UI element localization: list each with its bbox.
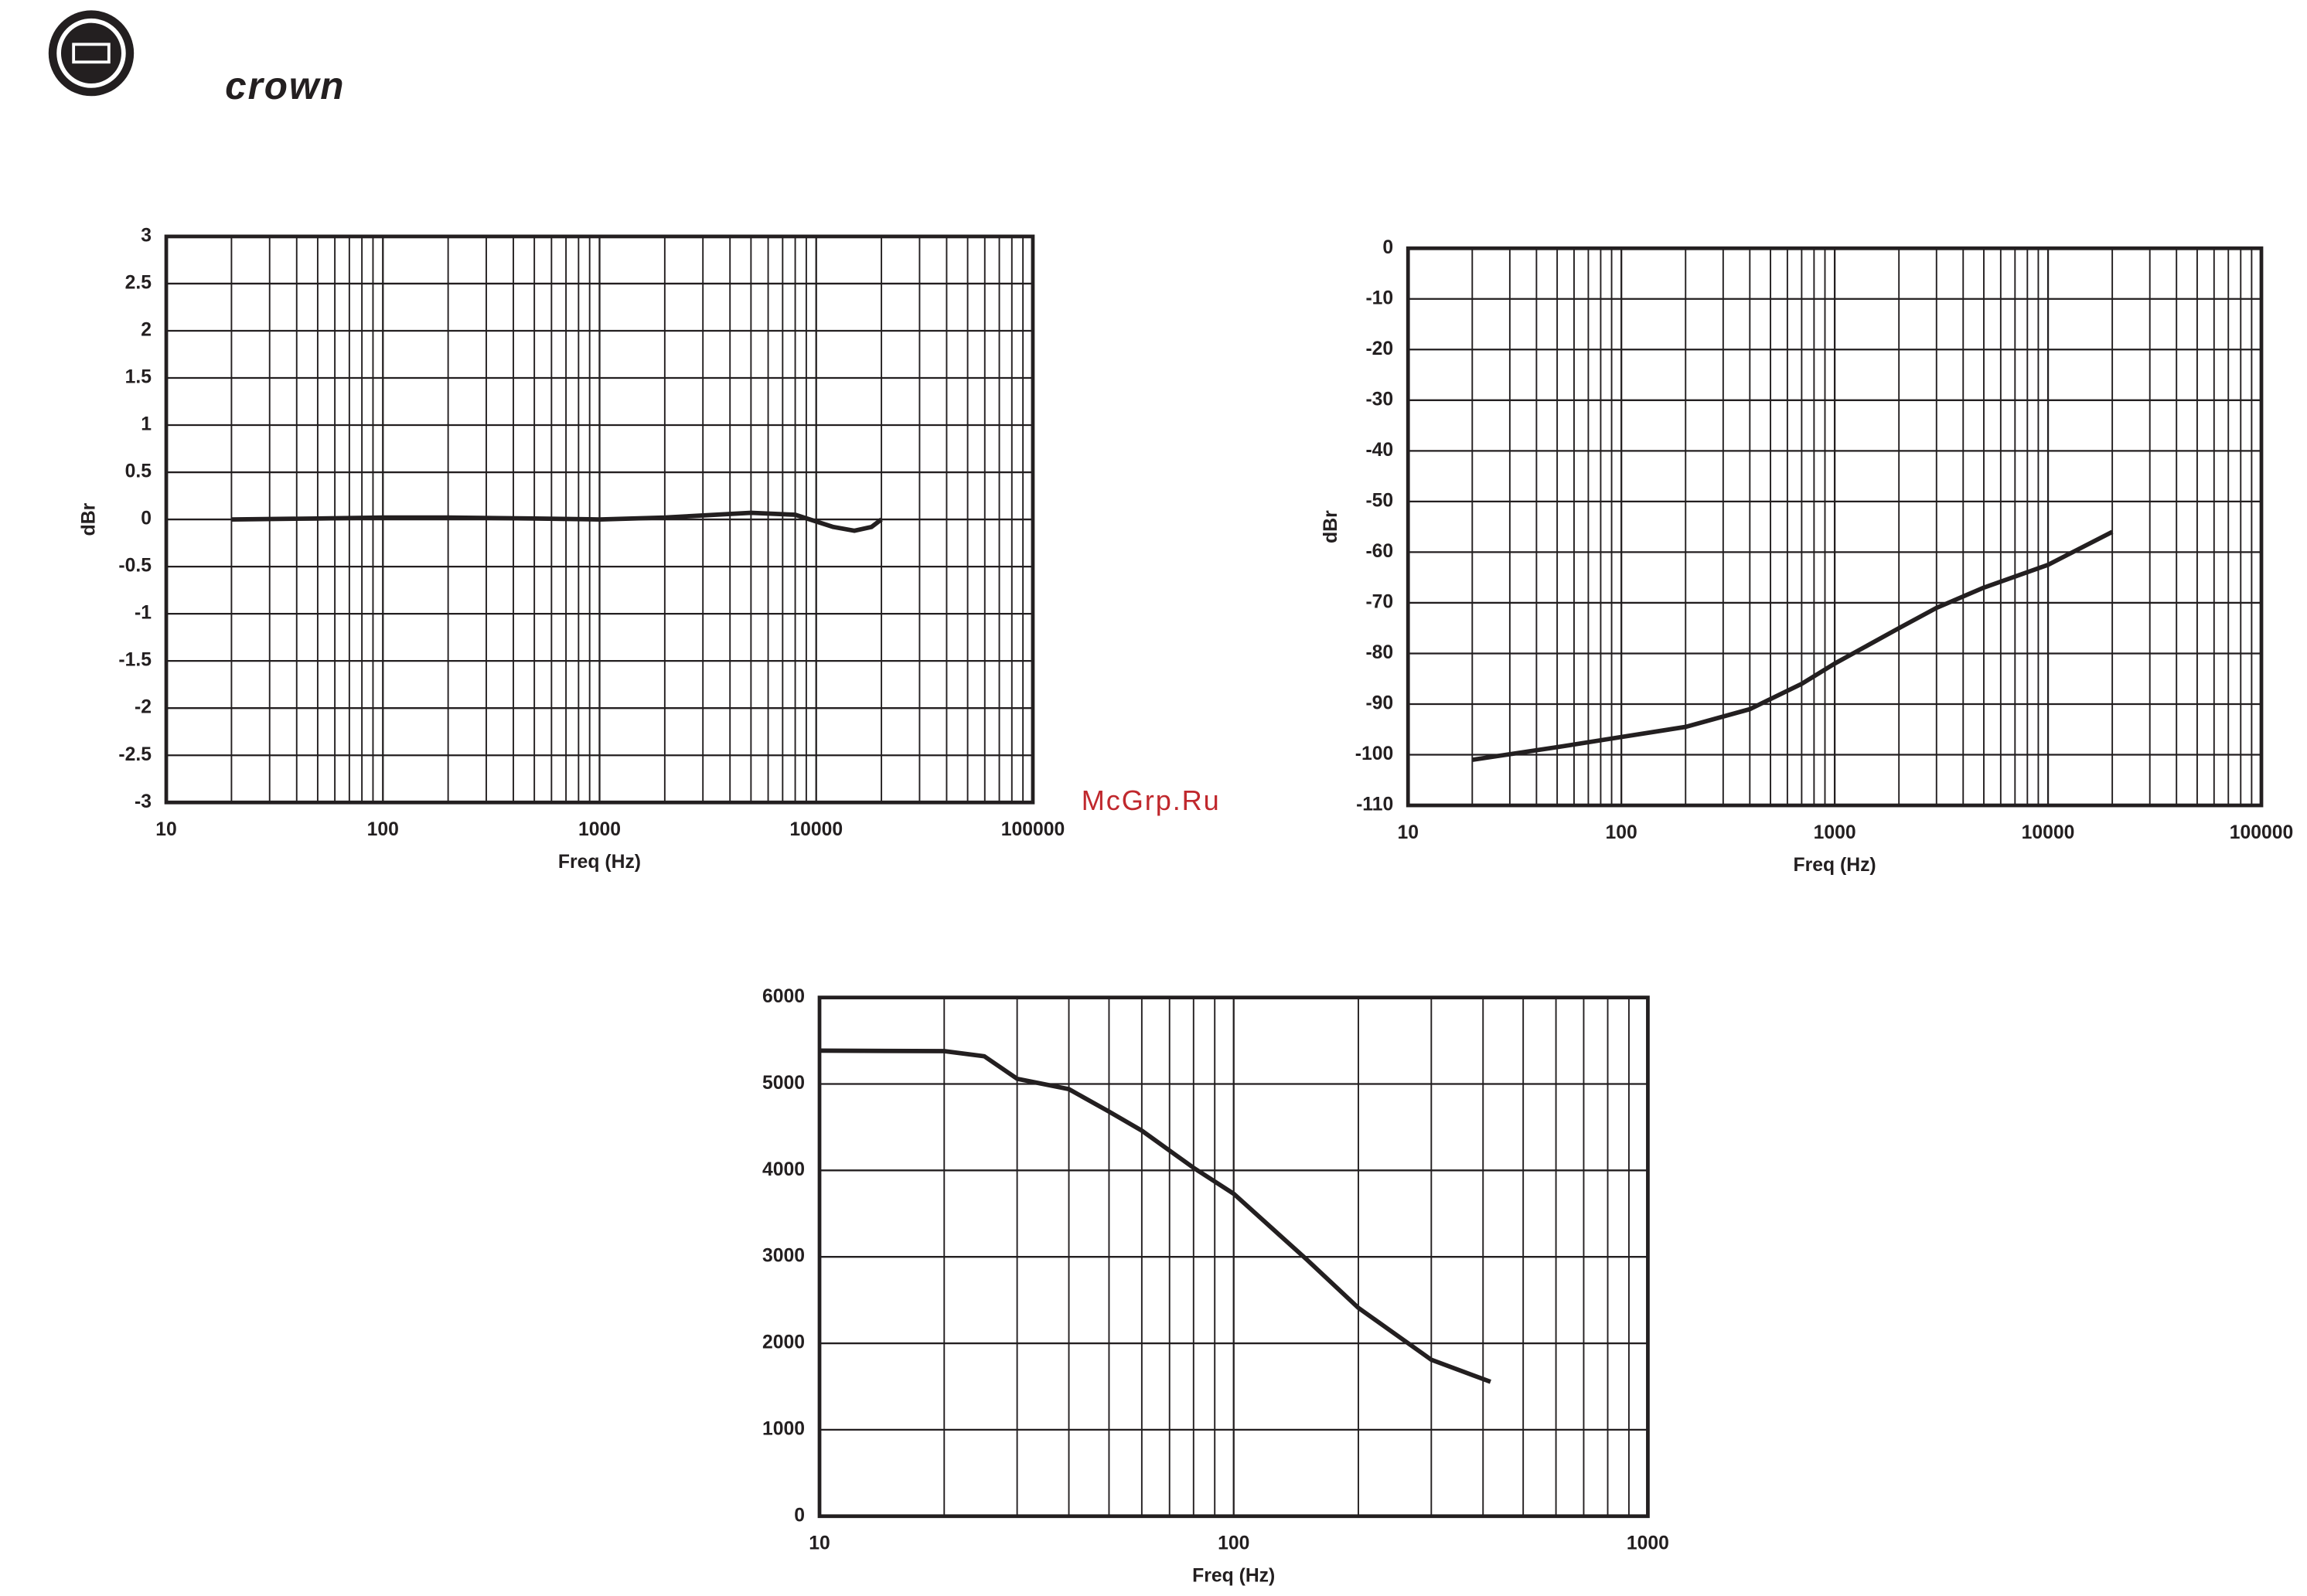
y-tick-label: 2000	[762, 1332, 805, 1353]
y-tick-label: -70	[1365, 591, 1393, 612]
plot-frame	[1406, 246, 2264, 808]
y-tick-label: 3	[141, 225, 152, 246]
y-tick-label: -0.5	[118, 556, 152, 577]
y-tick-label: 3000	[762, 1246, 805, 1267]
y-tick-label: 2.5	[125, 272, 152, 293]
y-tick-label: 0	[141, 509, 152, 529]
y-tick-label: 4000	[762, 1159, 805, 1180]
y-axis-label: dBr	[1320, 510, 1341, 543]
y-tick-label: -50	[1365, 490, 1393, 511]
y-tick-label: 6000	[762, 986, 805, 1007]
y-tick-label: -110	[1356, 795, 1393, 815]
y-tick-label: -30	[1365, 389, 1393, 410]
y-tick-label: -10	[1365, 288, 1393, 308]
x-axis-label: Freq (Hz)	[558, 852, 641, 873]
plot-frame	[817, 995, 1650, 1519]
x-axis-label: Freq (Hz)	[1794, 855, 1876, 876]
y-tick-label: -1	[135, 603, 152, 624]
x-tick-label: 1000	[1627, 1533, 1669, 1554]
y-tick-label: 0	[794, 1505, 805, 1526]
x-tick-label: 10	[809, 1533, 830, 1554]
chart: 0 1000 2000 3000 4000 5000 6000 10 100 1000 Freq (…	[762, 986, 1669, 1587]
y-tick-label: -100	[1355, 744, 1393, 764]
x-tick-label: 1000	[1814, 822, 1856, 843]
y-tick-label: 2	[141, 319, 152, 340]
y-tick-label: 1.5	[125, 367, 152, 388]
y-tick-label: -2	[135, 697, 152, 718]
plot-frame	[164, 234, 1035, 805]
x-tick-label: 10000	[789, 819, 843, 840]
x-tick-label: 10	[155, 819, 177, 840]
y-tick-label: -60	[1365, 541, 1393, 562]
x-tick-label: 1000	[578, 819, 621, 840]
y-tick-label: -90	[1365, 693, 1393, 714]
y-tick-label: 1	[141, 414, 152, 435]
data-line	[231, 510, 883, 533]
y-tick-label: 5000	[762, 1073, 805, 1094]
y-tick-label: 1000	[762, 1418, 805, 1439]
y-tick-label: -1.5	[118, 650, 152, 671]
watermark: McGrp.Ru	[1082, 784, 1221, 816]
y-tick-label: -20	[1365, 339, 1393, 359]
y-tick-label: 0	[1382, 237, 1393, 258]
y-tick-label: -40	[1365, 440, 1393, 461]
y-tick-label: 0.5	[125, 461, 152, 482]
x-tick-label: 10	[1397, 822, 1419, 843]
x-tick-label: 100000	[1001, 819, 1065, 840]
chart: 3 2.5 2 1.5 1 0.5 0 -0.5 -1 -1.5 -2 -2.5 -310 100 1000…	[79, 225, 1065, 873]
x-tick-label: 10000	[2022, 822, 2075, 843]
y-tick-label: -80	[1365, 642, 1393, 663]
x-tick-label: 100	[1218, 1533, 1249, 1554]
x-axis-label: Freq (Hz)	[1192, 1566, 1275, 1587]
data-line	[819, 1048, 1491, 1384]
data-line	[1471, 529, 2114, 762]
x-tick-label: 100000	[2230, 822, 2294, 843]
brand: crown	[225, 64, 345, 107]
y-tick-label: -3	[135, 791, 152, 812]
logo	[48, 10, 135, 97]
x-tick-label: 100	[1606, 822, 1637, 843]
x-tick-label: 100	[367, 819, 399, 840]
y-tick-label: -2.5	[118, 744, 152, 765]
y-axis-label: dBr	[79, 502, 100, 536]
